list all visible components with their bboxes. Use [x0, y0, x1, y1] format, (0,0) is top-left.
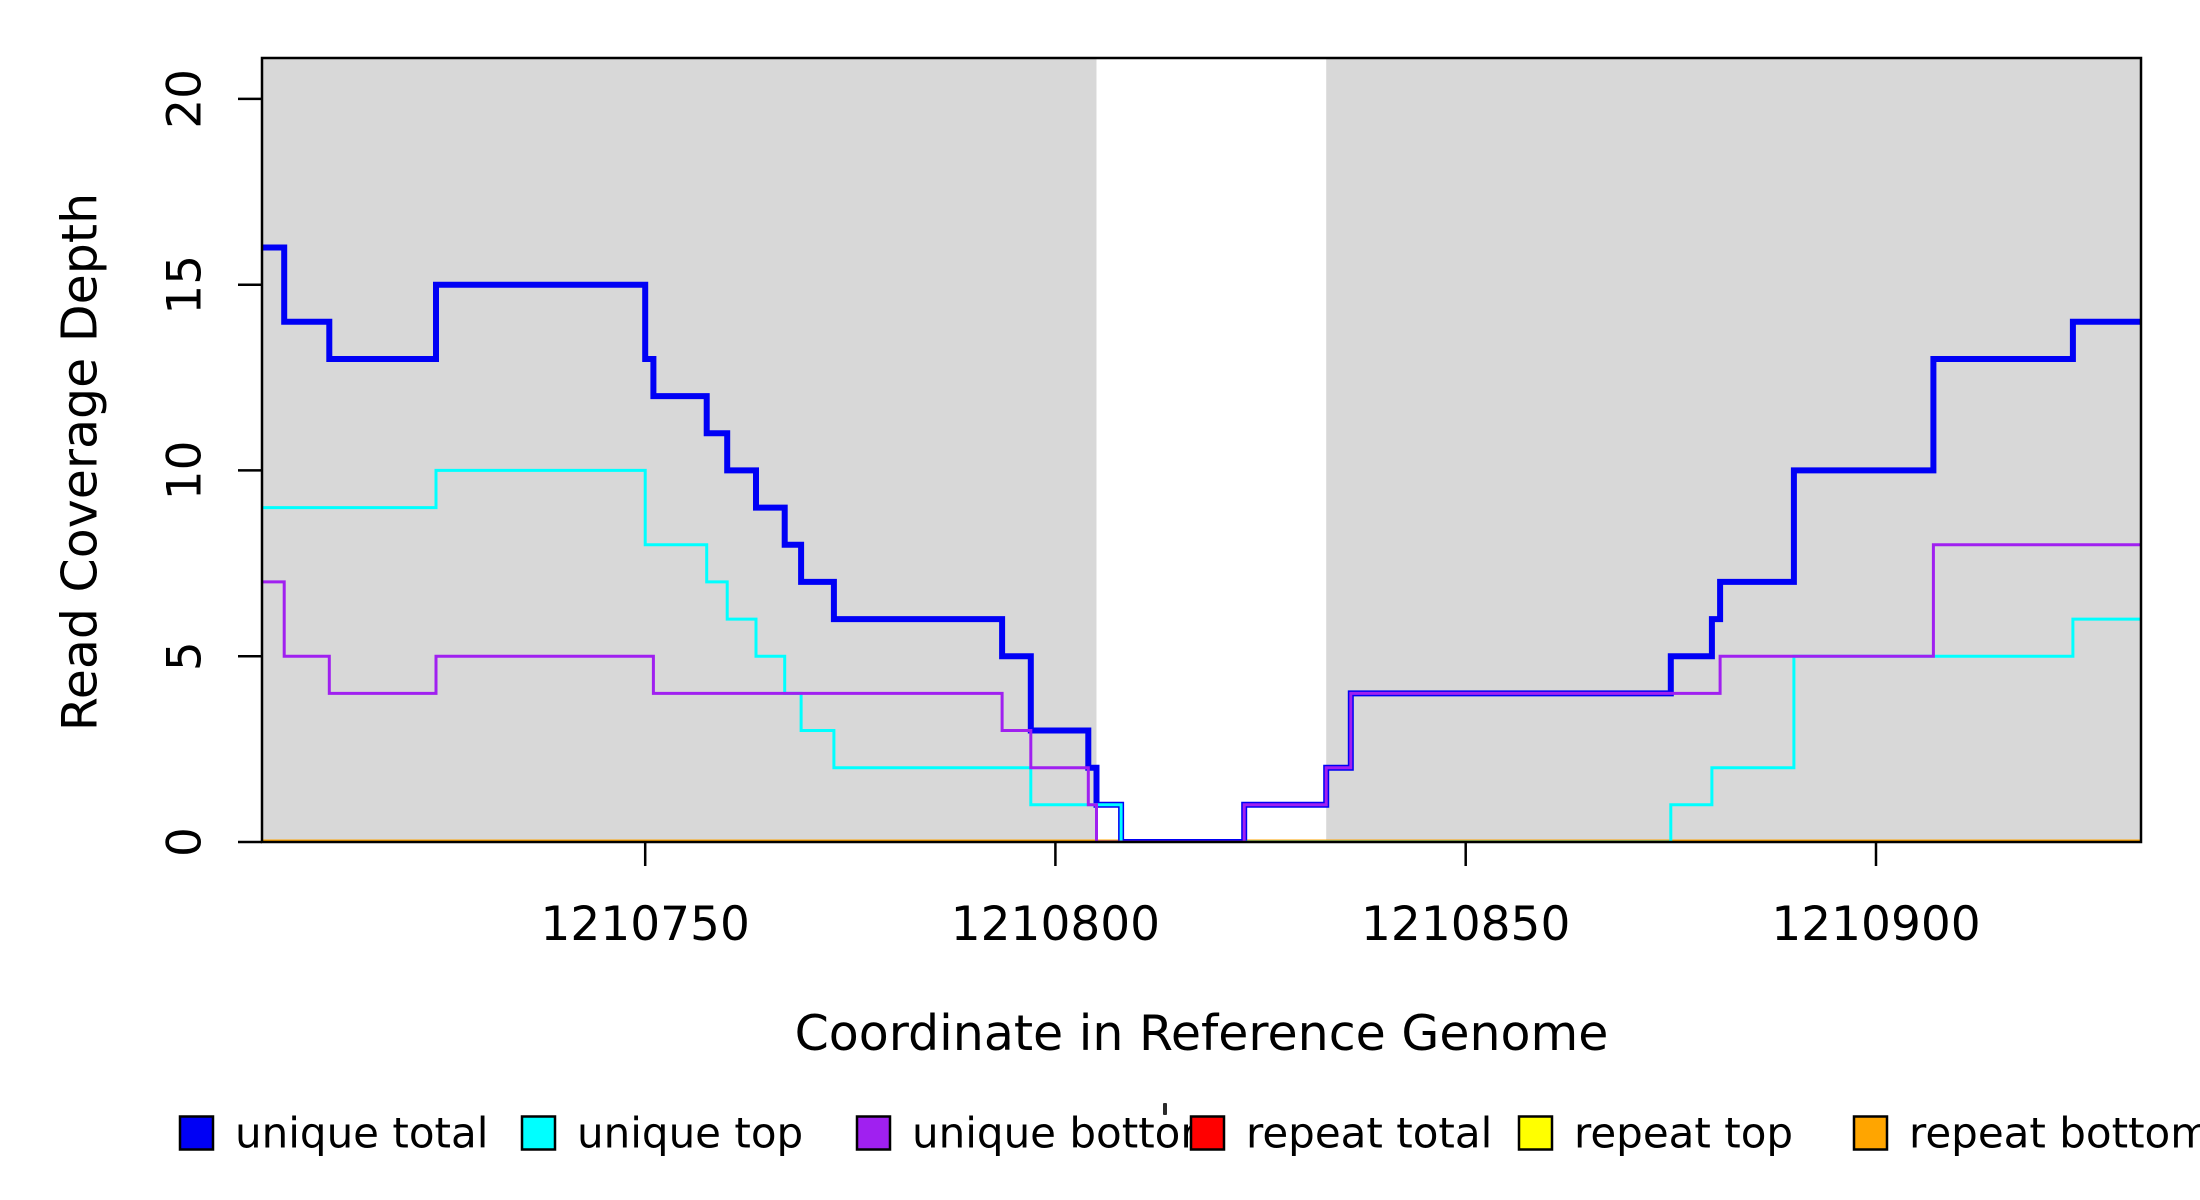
- legend-label-repeat-total: repeat total: [1246, 1109, 1492, 1158]
- y-tick-label: 0: [158, 827, 213, 857]
- stray-mark: [1163, 1103, 1167, 1115]
- y-tick-label: 20: [158, 69, 213, 129]
- legend-label-unique-total: unique total: [235, 1109, 488, 1158]
- legend: unique total unique top unique bottom repea…: [178, 1109, 2200, 1158]
- series-lines: [262, 244, 2141, 842]
- legend-swatch-unique-total: [178, 1115, 215, 1151]
- legend-swatch-unique-bottom: [855, 1115, 892, 1151]
- x-tick-label: 1210850: [1361, 897, 1570, 952]
- y-tick-label: 15: [158, 255, 213, 315]
- legend-swatch-unique-top: [520, 1115, 557, 1151]
- legend-label-unique-bottom: unique bottom: [912, 1109, 1221, 1158]
- shaded-region-0: [262, 58, 1097, 842]
- x-tick-label: 1210800: [951, 897, 1160, 952]
- x-tick-label: 1210750: [541, 897, 750, 952]
- x-axis-title: Coordinate in Reference Genome: [794, 1005, 1609, 1062]
- legend-label-repeat-bottom: repeat bottom: [1909, 1109, 2200, 1158]
- legend-swatch-repeat-total: [1189, 1115, 1226, 1151]
- y-tick-label: 5: [158, 641, 213, 671]
- x-tick-label: 1210900: [1771, 897, 1980, 952]
- legend-swatch-repeat-top: [1517, 1115, 1554, 1151]
- legend-label-unique-top: unique top: [577, 1109, 803, 1158]
- y-tick-label: 10: [158, 440, 213, 500]
- series-unique-bottom: [262, 543, 2141, 842]
- shaded-region-1: [1326, 58, 2141, 842]
- legend-swatch-repeat-bottom: [1852, 1115, 1889, 1151]
- legend-label-repeat-top: repeat top: [1574, 1109, 1793, 1158]
- plot-box: [260, 56, 2143, 844]
- series-unique-total: [262, 244, 2141, 842]
- y-axis-title: Read Coverage Depth: [51, 192, 109, 732]
- series-unique-top: [262, 468, 2141, 842]
